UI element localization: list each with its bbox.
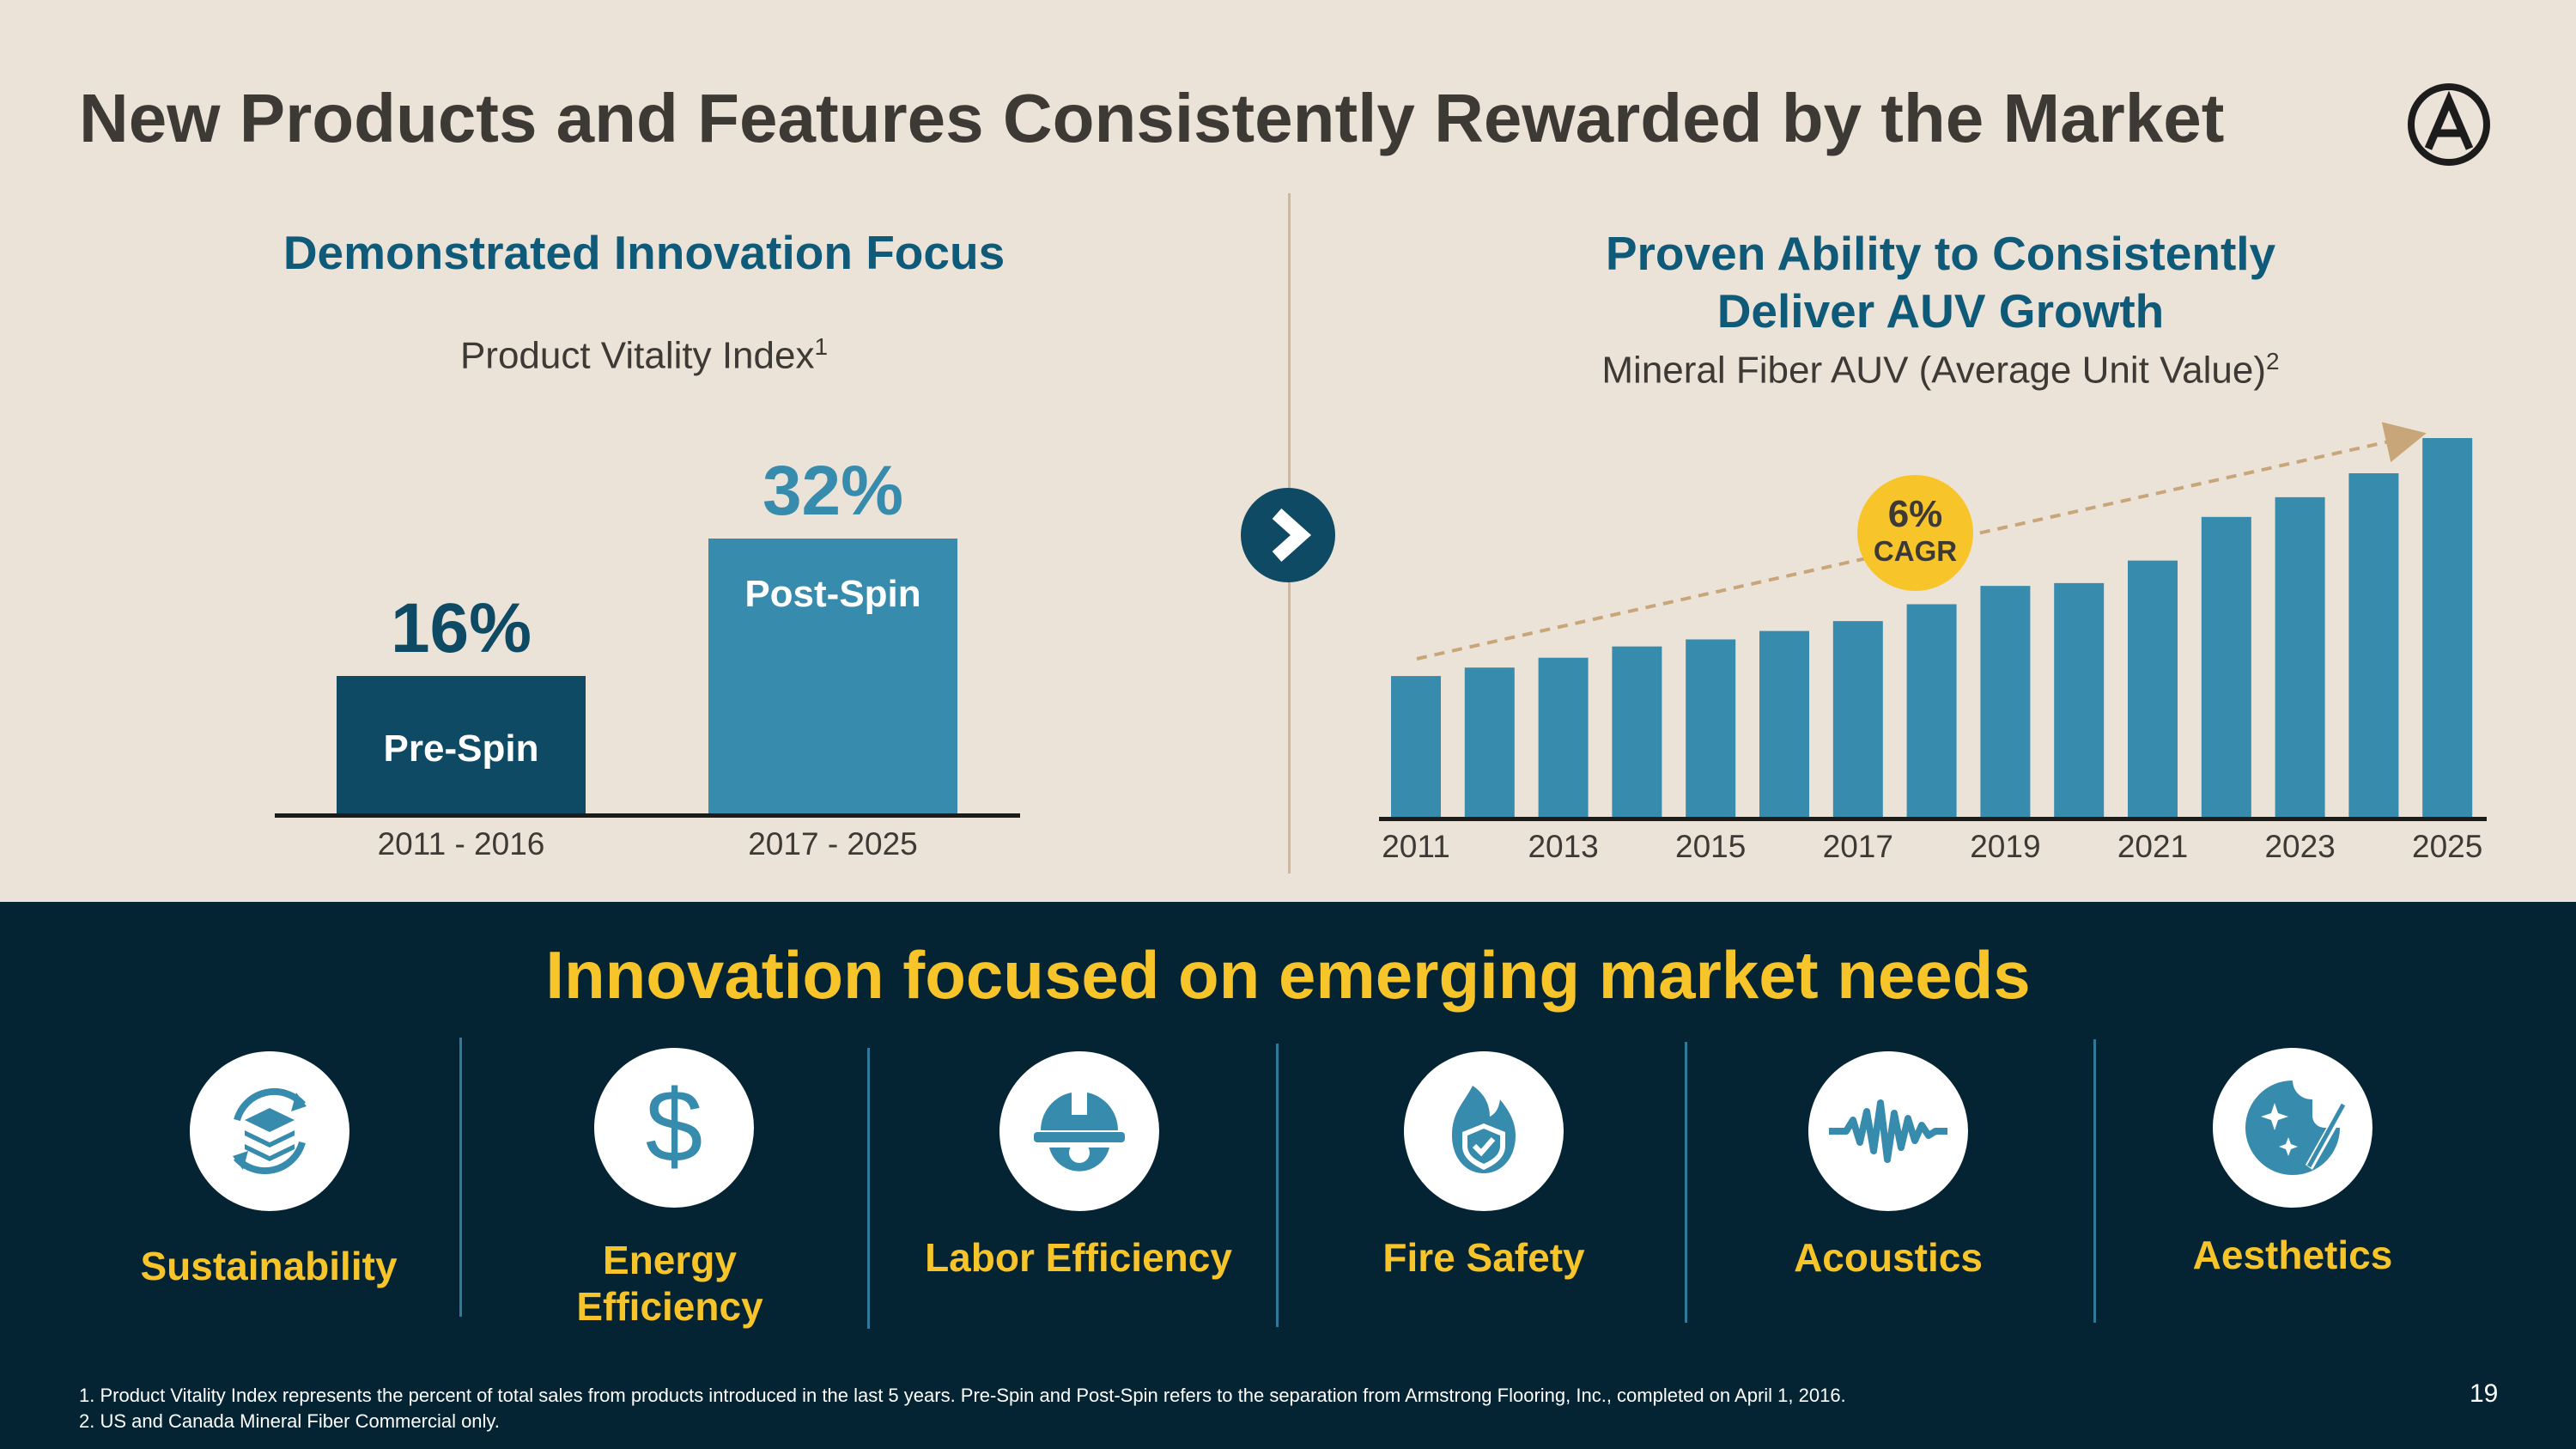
svg-text:$: $ [646, 1068, 703, 1184]
chevron-right-icon [1272, 508, 1312, 562]
feature-separator [459, 1038, 462, 1317]
feature-label: Aesthetics [2192, 1233, 2393, 1277]
company-logo-icon [2408, 83, 2490, 166]
feature-label: Energy Efficiency [576, 1238, 763, 1329]
innovation-banner: Innovation focused on emerging market ne… [545, 937, 2031, 1013]
pvi-value-label: 32% [762, 452, 904, 530]
pvi-bar-label: Post-Spin [744, 573, 921, 615]
auv-chart: 2011 2013 2015 2017 2019 2021 2023 2025 [1379, 422, 2487, 864]
auv-bar [1980, 586, 2031, 817]
auv-bar [2128, 560, 2178, 817]
soundwave-icon [1808, 1051, 1968, 1211]
sustainability-icon [190, 1051, 349, 1211]
feature-separator [867, 1048, 870, 1329]
feature-separator [1276, 1044, 1279, 1327]
left-subtitle: Product Vitality Index1 [459, 333, 829, 377]
auv-bar [2201, 516, 2251, 817]
pvi-tick-label: 2017 - 2025 [748, 826, 918, 861]
auv-tick-label: 2025 [2412, 829, 2482, 864]
auv-tick-label: 2011 [1382, 829, 1450, 864]
bottom-panel [0, 902, 2576, 1449]
flame-shield-icon [1404, 1051, 1564, 1211]
feature-label: Fire Safety [1382, 1235, 1585, 1280]
page-title: New Products and Features Consistently R… [79, 80, 2225, 156]
pvi-tick-label: 2011 - 2016 [377, 826, 545, 861]
next-arrow-button[interactable] [1241, 488, 1335, 582]
auv-bar [1759, 630, 1809, 817]
auv-tick-label: 2017 [1823, 829, 1893, 864]
auv-bar [2422, 438, 2473, 817]
dollar-icon: $ [594, 1048, 754, 1208]
auv-bar [1686, 639, 1736, 817]
pvi-x-axis [275, 813, 1020, 818]
right-heading-line1: Proven Ability to Consistently [1605, 227, 2276, 280]
auv-bar [1906, 604, 1957, 817]
right-subtitle: Mineral Fiber AUV (Average Unit Value)2 [1601, 348, 2280, 392]
cagr-badge: 6% CAGR [1857, 475, 1973, 591]
feature-label: Acoustics [1794, 1235, 1983, 1280]
auv-tick-label: 2021 [2117, 829, 2188, 864]
feature-separator [2093, 1039, 2096, 1323]
auv-bar [1832, 621, 1883, 817]
right-heading-line2: Deliver AUV Growth [1716, 284, 2165, 338]
auv-bar [2348, 473, 2399, 817]
footnote-2: 2. US and Canada Mineral Fiber Commercia… [79, 1410, 500, 1432]
auv-bar [2275, 496, 2325, 817]
auv-bar [1464, 667, 1515, 817]
auv-bar [2054, 582, 2105, 817]
feature-label: Sustainability [140, 1244, 398, 1288]
feature-label: Labor Efficiency [925, 1235, 1232, 1280]
cagr-value: 6% [1887, 493, 1943, 535]
auv-bar [1391, 676, 1441, 817]
right-heading: Proven Ability to Consistently Deliver A… [1511, 225, 2370, 340]
auv-bar [1612, 646, 1662, 817]
cagr-label: CAGR [1873, 535, 1958, 567]
auv-tick-label: 2013 [1528, 829, 1598, 864]
auv-bar [1538, 657, 1589, 817]
feature-separator [1685, 1042, 1687, 1323]
page-number: 19 [2470, 1379, 2499, 1408]
auv-tick-label: 2015 [1675, 829, 1746, 864]
pvi-bar [708, 539, 957, 813]
pvi-bar-label: Pre-Spin [383, 728, 539, 770]
pvi-bar [337, 676, 586, 813]
left-heading: Demonstrated Innovation Focus [283, 226, 1005, 279]
auv-tick-label: 2019 [1970, 829, 2040, 864]
hardhat-gear-icon [999, 1051, 1159, 1211]
auv-x-axis [1379, 817, 2487, 821]
footnote-1: 1. Product Vitality Index represents the… [79, 1385, 1846, 1406]
pvi-value-label: 16% [390, 589, 532, 667]
auv-tick-label: 2023 [2264, 829, 2335, 864]
sparkle-brush-icon [2213, 1048, 2372, 1208]
